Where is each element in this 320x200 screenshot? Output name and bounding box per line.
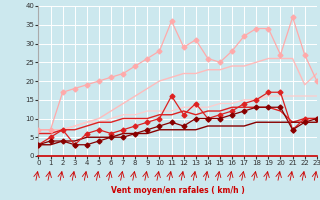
X-axis label: Vent moyen/en rafales ( km/h ): Vent moyen/en rafales ( km/h ) — [111, 186, 244, 195]
